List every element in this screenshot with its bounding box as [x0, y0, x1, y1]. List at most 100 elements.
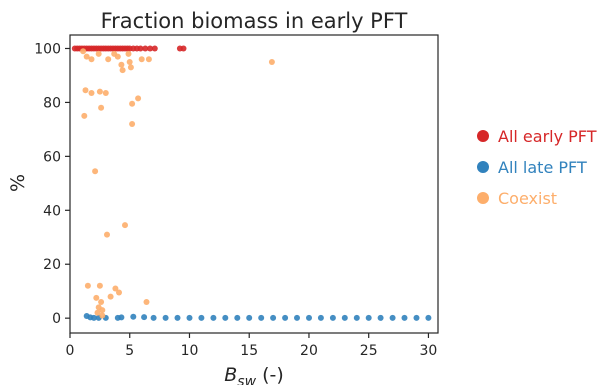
data-point: [246, 314, 253, 321]
x-tick-label: 30: [420, 343, 438, 359]
y-tick-label: 60: [43, 149, 61, 165]
data-point: [317, 314, 324, 321]
data-point: [180, 45, 187, 52]
data-point: [401, 314, 408, 321]
x-tick-label: 15: [240, 343, 258, 359]
data-point: [99, 307, 106, 314]
legend: All early PFT All late PFT Coexist: [477, 127, 597, 208]
data-point: [84, 282, 91, 289]
plot-frame: [69, 34, 439, 334]
axes-layer: 0 5 10 15 20 25 30 0 20 40 60 80 100: [34, 41, 437, 359]
data-point: [83, 53, 90, 60]
data-point: [306, 314, 312, 321]
x-tick-label: 5: [125, 343, 134, 359]
data-point: [81, 112, 88, 119]
data-point: [151, 45, 158, 52]
data-point: [141, 314, 148, 321]
legend-marker: [477, 161, 489, 173]
data-point: [198, 314, 205, 321]
data-point: [145, 56, 152, 63]
data-point: [174, 314, 181, 321]
data-point: [143, 299, 150, 305]
series-2: [80, 48, 275, 319]
data-point: [270, 314, 277, 321]
data-point: [222, 314, 229, 321]
data-point: [92, 168, 99, 175]
data-point: [147, 45, 154, 52]
data-point: [88, 90, 95, 96]
x-axis-label-unit: (-): [256, 364, 284, 385]
data-point: [107, 293, 114, 300]
data-point: [341, 314, 348, 321]
data-point: [329, 314, 336, 321]
data-point: [93, 294, 100, 301]
data-point: [138, 56, 145, 63]
data-point: [413, 314, 420, 321]
data-point: [425, 314, 432, 321]
data-point: [102, 90, 109, 96]
legend-label: Coexist: [498, 189, 557, 208]
data-point: [282, 314, 289, 321]
data-point: [125, 50, 132, 57]
data-point: [80, 48, 87, 55]
x-axis-label: Bsw (-): [224, 364, 284, 385]
data-point: [129, 100, 136, 107]
data-point: [389, 314, 396, 321]
data-point: [116, 289, 122, 296]
data-point: [98, 104, 105, 111]
legend-label: All early PFT: [498, 127, 597, 146]
data-point: [98, 299, 105, 305]
series-0: [71, 45, 187, 52]
data-point: [105, 56, 112, 63]
data-point: [96, 88, 103, 95]
series-1: [83, 313, 432, 321]
data-point: [118, 61, 125, 68]
data-point: [135, 95, 142, 102]
data-point: [118, 314, 125, 321]
data-point: [122, 222, 128, 229]
y-axis-label: %: [7, 174, 29, 192]
data-point: [129, 121, 136, 127]
y-tick-label: 0: [52, 311, 61, 327]
data-point: [268, 59, 275, 65]
data-point: [90, 314, 97, 321]
data-point: [142, 45, 149, 52]
y-tick-label: 40: [43, 203, 61, 219]
legend-marker: [477, 192, 489, 204]
data-point: [126, 59, 133, 65]
data-point: [186, 314, 193, 321]
legend-label: All late PFT: [498, 158, 587, 177]
data-point: [162, 314, 169, 321]
data-point: [150, 314, 157, 321]
y-tick-label: 100: [34, 41, 61, 57]
data-point: [114, 53, 121, 60]
x-tick-label: 10: [181, 343, 199, 359]
data-point: [130, 313, 137, 320]
data-point: [127, 64, 134, 71]
x-tick-label: 0: [66, 343, 75, 359]
data-point: [82, 87, 89, 94]
x-axis-label-symbol: B: [224, 364, 237, 385]
data-point: [96, 282, 103, 289]
x-axis-label-subscript: sw: [237, 374, 256, 385]
y-tick-label: 80: [43, 95, 61, 111]
data-point: [353, 314, 360, 321]
y-tick-label: 20: [43, 257, 61, 273]
data-point: [377, 314, 384, 321]
data-point: [234, 314, 241, 321]
data-point: [94, 309, 101, 316]
x-tick-label: 25: [360, 343, 378, 359]
legend-marker: [477, 130, 489, 142]
points-layer: [71, 45, 432, 321]
data-point: [137, 45, 144, 52]
data-point: [95, 50, 102, 57]
data-point: [88, 56, 95, 63]
data-point: [210, 314, 217, 321]
data-point: [104, 231, 110, 238]
data-point: [99, 312, 106, 319]
data-point: [119, 67, 126, 74]
x-tick-label: 20: [300, 343, 318, 359]
data-point: [258, 314, 265, 321]
